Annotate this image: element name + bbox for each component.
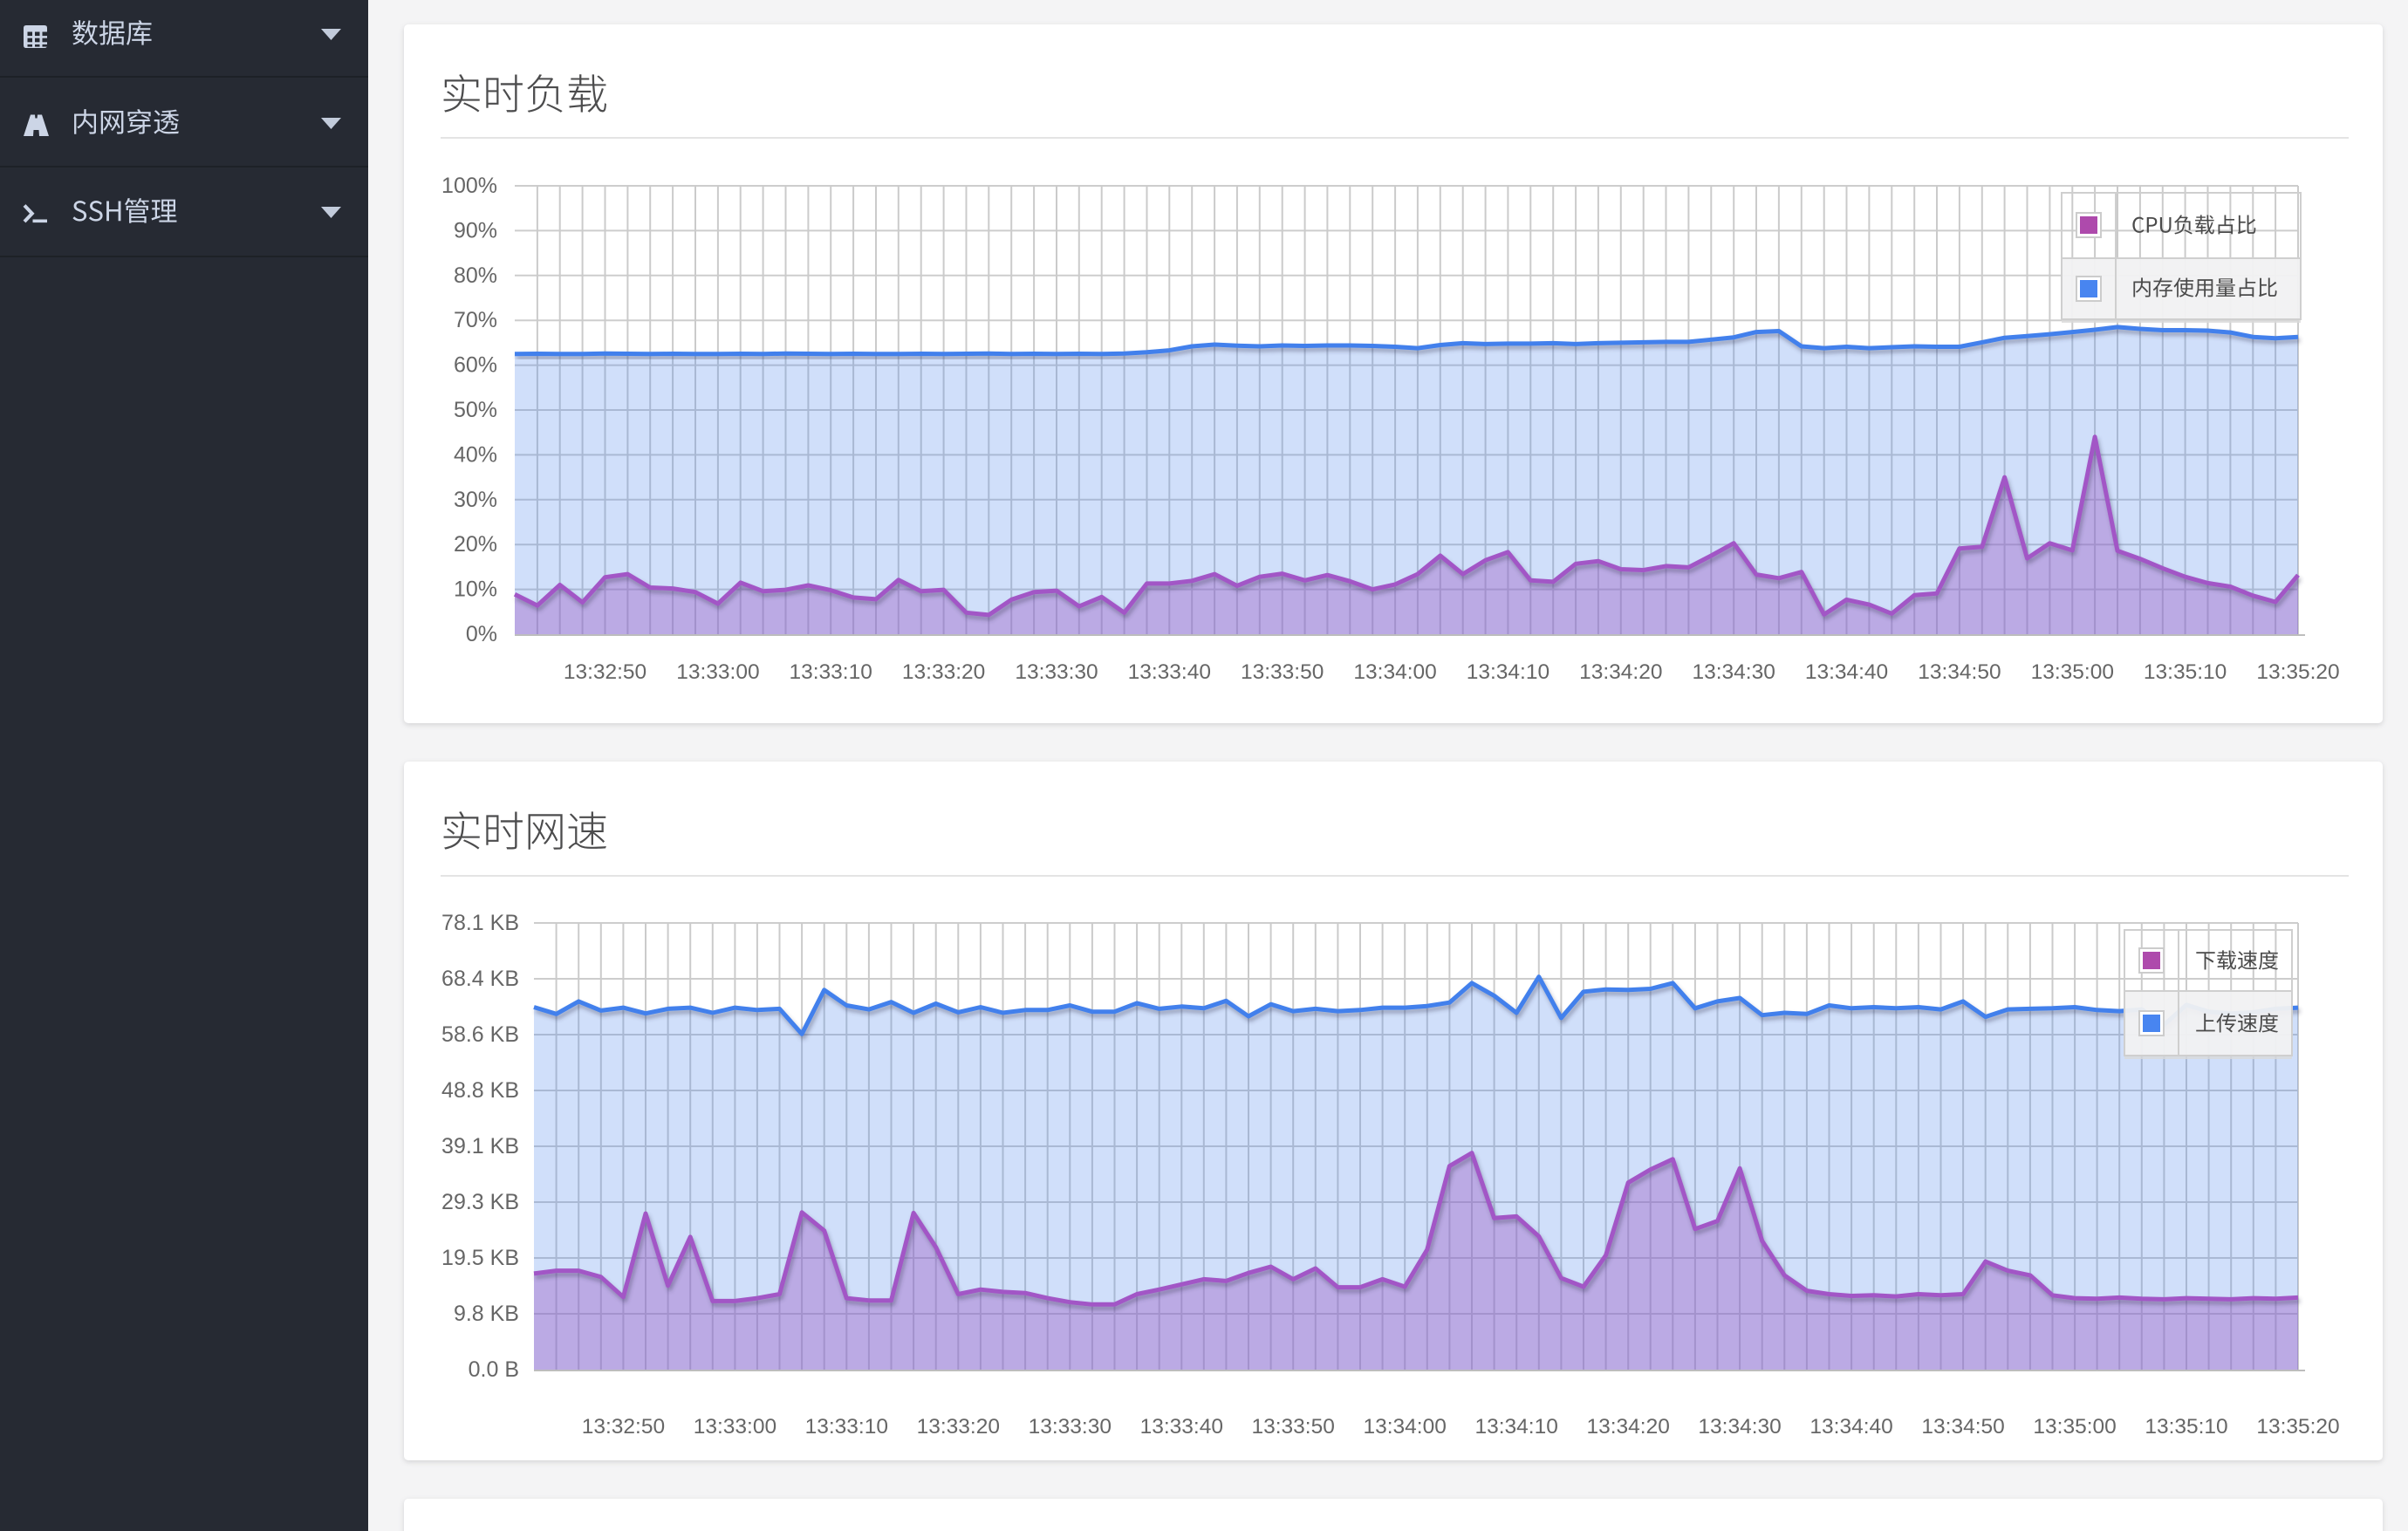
svg-text:13:35:20: 13:35:20 <box>2256 660 2339 684</box>
svg-text:78.1 KB: 78.1 KB <box>441 911 519 935</box>
svg-text:13:34:00: 13:34:00 <box>1353 660 1436 684</box>
svg-text:13:35:10: 13:35:10 <box>2145 1415 2227 1439</box>
svg-text:68.4 KB: 68.4 KB <box>441 967 519 991</box>
svg-text:13:34:00: 13:34:00 <box>1364 1415 1447 1439</box>
svg-text:13:33:10: 13:33:10 <box>805 1415 888 1439</box>
svg-text:13:33:20: 13:33:20 <box>902 660 985 684</box>
svg-text:13:33:50: 13:33:50 <box>1252 1415 1335 1439</box>
svg-text:90%: 90% <box>454 218 497 243</box>
svg-text:13:35:10: 13:35:10 <box>2144 660 2227 684</box>
svg-text:13:33:40: 13:33:40 <box>1128 660 1211 684</box>
svg-text:20%: 20% <box>454 532 497 557</box>
svg-text:13:34:50: 13:34:50 <box>1921 1415 2004 1439</box>
svg-text:13:33:00: 13:33:00 <box>676 660 759 684</box>
svg-text:40%: 40% <box>454 442 497 467</box>
svg-text:0.0 B: 0.0 B <box>469 1357 519 1382</box>
svg-text:80%: 80% <box>454 263 497 288</box>
svg-text:13:34:40: 13:34:40 <box>1809 1415 1892 1439</box>
svg-text:9.8 KB: 9.8 KB <box>454 1302 519 1326</box>
svg-text:13:35:00: 13:35:00 <box>2031 660 2114 684</box>
svg-text:13:35:00: 13:35:00 <box>2033 1415 2116 1439</box>
svg-text:70%: 70% <box>454 308 497 332</box>
svg-text:39.1 KB: 39.1 KB <box>441 1134 519 1159</box>
svg-text:13:34:40: 13:34:40 <box>1805 660 1888 684</box>
svg-text:13:33:50: 13:33:50 <box>1241 660 1324 684</box>
svg-text:13:34:20: 13:34:20 <box>1587 1415 1670 1439</box>
svg-text:100%: 100% <box>441 174 497 198</box>
svg-text:13:33:30: 13:33:30 <box>1015 660 1098 684</box>
svg-text:13:33:20: 13:33:20 <box>917 1415 1000 1439</box>
svg-text:13:32:50: 13:32:50 <box>582 1415 665 1439</box>
svg-text:13:35:20: 13:35:20 <box>2256 1415 2339 1439</box>
svg-text:58.6 KB: 58.6 KB <box>441 1022 519 1047</box>
svg-text:13:34:50: 13:34:50 <box>1918 660 2001 684</box>
svg-text:13:34:20: 13:34:20 <box>1579 660 1662 684</box>
svg-text:13:34:10: 13:34:10 <box>1475 1415 1558 1439</box>
svg-text:13:34:30: 13:34:30 <box>1693 660 1775 684</box>
svg-text:13:33:00: 13:33:00 <box>694 1415 776 1439</box>
svg-text:13:33:30: 13:33:30 <box>1029 1415 1112 1439</box>
svg-text:19.5 KB: 19.5 KB <box>441 1246 519 1270</box>
svg-text:30%: 30% <box>454 488 497 512</box>
svg-text:60%: 60% <box>454 353 497 378</box>
svg-text:13:34:10: 13:34:10 <box>1467 660 1549 684</box>
svg-text:29.3 KB: 29.3 KB <box>441 1190 519 1214</box>
svg-text:13:33:10: 13:33:10 <box>790 660 872 684</box>
svg-text:13:33:40: 13:33:40 <box>1140 1415 1223 1439</box>
svg-text:50%: 50% <box>454 398 497 422</box>
svg-text:10%: 10% <box>454 578 497 602</box>
svg-text:48.8 KB: 48.8 KB <box>441 1078 519 1103</box>
svg-text:13:32:50: 13:32:50 <box>564 660 646 684</box>
svg-text:0%: 0% <box>466 622 497 646</box>
svg-text:13:34:30: 13:34:30 <box>1698 1415 1781 1439</box>
